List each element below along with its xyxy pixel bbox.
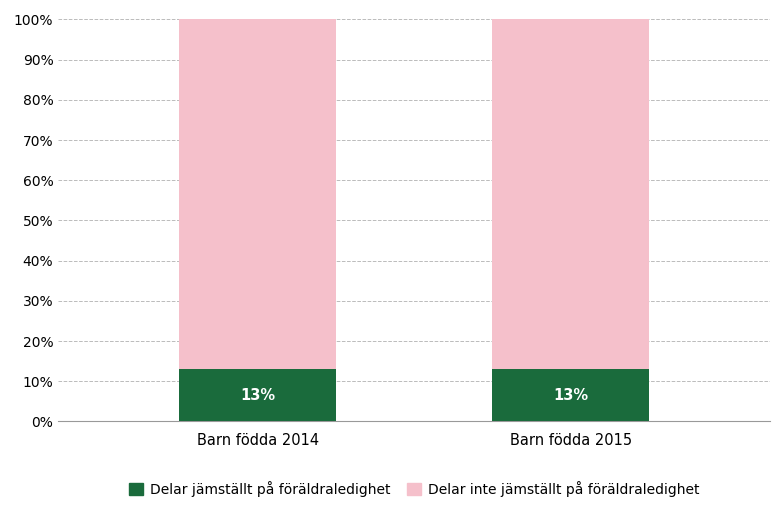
Bar	[492, 20, 649, 369]
Bar	[492, 369, 649, 421]
Text: 13%: 13%	[554, 388, 588, 403]
Bar	[180, 20, 336, 369]
Bar	[180, 369, 336, 421]
Legend: Delar jämställt på föräldraledighet, Delar inte jämställt på föräldraledighet: Delar jämställt på föräldraledighet, Del…	[129, 481, 699, 497]
Text: 13%: 13%	[240, 388, 275, 403]
